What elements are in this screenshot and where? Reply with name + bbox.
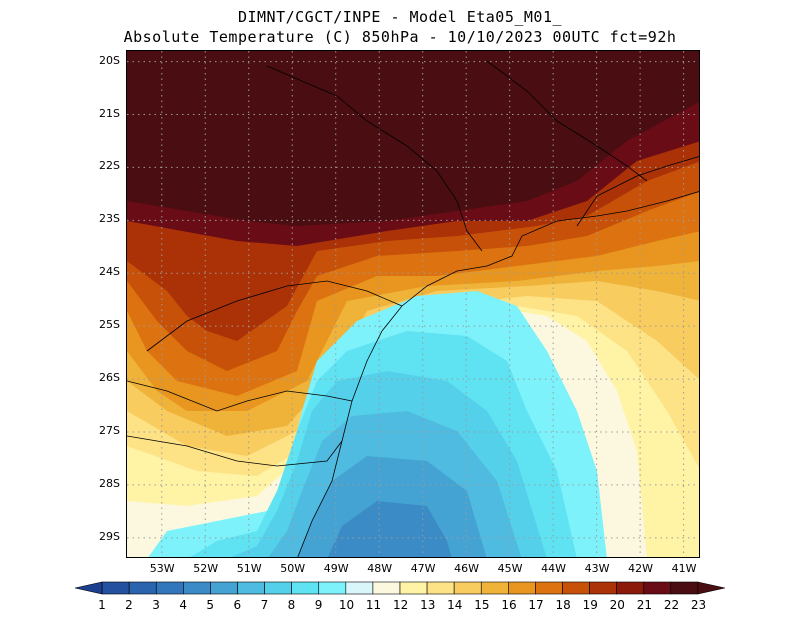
colorbar-tick-label: 21 (636, 598, 653, 612)
colorbar-high-arrow (697, 581, 726, 595)
temperature-map (126, 50, 700, 558)
lat-tick-label: 23S (99, 212, 120, 226)
lon-tick-label: 46W (454, 562, 480, 575)
temp-band-15 (327, 501, 452, 557)
lat-tick-label: 24S (99, 265, 120, 279)
colorbar-swatch (128, 581, 157, 595)
lat-tick-label: 29S (99, 529, 120, 543)
colorbar-swatch (643, 581, 672, 595)
colorbar-tick-label: 10 (338, 598, 355, 612)
title-line-1: DIMNT/CGCT/INPE - Model Eta05_M01_ (237, 8, 563, 26)
colorbar-tick-label: 20 (609, 598, 625, 612)
lon-tick-label: 52W (193, 562, 219, 575)
lat-tick-label: 28S (99, 476, 120, 490)
colorbar-tick-label: 6 (233, 598, 242, 612)
lon-tick-label: 49W (323, 562, 349, 575)
lon-tick-label: 50W (280, 562, 306, 575)
lon-tick-label: 41W (671, 562, 697, 575)
colorbar-swatch (670, 581, 699, 595)
lon-tick-label: 48W (367, 562, 393, 575)
colorbar-tick-label: 22 (663, 598, 680, 612)
colorbar-swatch (616, 581, 645, 595)
colorbar-swatch (318, 581, 347, 595)
colorbar-tick-label: 15 (474, 598, 490, 612)
lon-tick-label: 43W (584, 562, 610, 575)
colorbar-swatch (508, 581, 536, 595)
lon-tick-label: 44W (541, 562, 567, 575)
colorbar-swatch (291, 581, 320, 595)
lon-tick-label: 45W (497, 562, 523, 575)
colorbar-tick-label: 7 (260, 598, 269, 612)
map-canvas (127, 51, 699, 557)
lat-tick-label: 26S (99, 371, 120, 385)
colorbar-swatch (535, 581, 563, 595)
lat-tick-label: 27S (99, 424, 120, 437)
lat-tick-label: 25S (99, 318, 120, 332)
colorbar-swatch (345, 581, 374, 595)
boundary-line (146, 280, 403, 352)
colorbar-swatch (155, 581, 184, 595)
colorbar-tick-label: 4 (179, 598, 187, 612)
colorbar-tick-label: 1 (98, 598, 106, 612)
colorbar-swatch (237, 581, 265, 595)
colorbar-swatch (480, 581, 509, 595)
colorbar-tick-label: 23 (690, 598, 707, 612)
lon-tick-label: 51W (236, 562, 262, 575)
colorbar (74, 581, 726, 595)
boundary-line (127, 435, 343, 467)
colorbar-tick-label: 5 (206, 598, 215, 612)
boundary-line (266, 65, 483, 252)
colorbar-swatch (453, 581, 482, 595)
colorbar-tick-label: 13 (420, 598, 436, 612)
colorbar-swatch (426, 581, 455, 595)
lon-tick-label: 42W (628, 562, 653, 575)
title-line-2: Absolute Temperature (C) 850hPa - 10/10/… (123, 28, 677, 46)
colorbar-tick-label: 8 (287, 598, 296, 612)
colorbar-swatch (399, 581, 428, 595)
lat-tick-label: 21S (99, 106, 120, 120)
colorbar-tick-label: 12 (393, 598, 409, 612)
colorbar-swatch (101, 581, 130, 595)
colorbar-swatch (210, 581, 238, 595)
colorbar-swatch (372, 581, 401, 595)
lon-tick-label: 47W (410, 562, 436, 575)
colorbar-swatch (264, 581, 292, 595)
colorbar-tick-label: 19 (582, 598, 598, 612)
lat-tick-label: 22S (99, 159, 120, 173)
colorbar-tick-label: 9 (314, 598, 323, 612)
colorbar-tick-label: 16 (501, 598, 517, 612)
colorbar-low-arrow (74, 581, 103, 595)
colorbar-tick-label: 17 (528, 598, 544, 612)
colorbar-swatch (183, 581, 211, 595)
boundary-line (127, 380, 353, 412)
colorbar-tick-label: 2 (125, 598, 133, 612)
colorbar-tick-label: 3 (152, 598, 160, 612)
lat-tick-label: 20S (99, 53, 120, 67)
colorbar-tick-label: 14 (447, 598, 463, 612)
lon-tick-label: 53W (149, 562, 175, 575)
boundary-line (486, 60, 648, 182)
boundary-line (576, 156, 699, 227)
boundary-line (297, 191, 699, 557)
colorbar-swatch (589, 581, 617, 595)
colorbar-swatch (562, 581, 590, 595)
colorbar-tick-label: 11 (365, 598, 382, 612)
colorbar-tick-label: 18 (555, 598, 571, 612)
